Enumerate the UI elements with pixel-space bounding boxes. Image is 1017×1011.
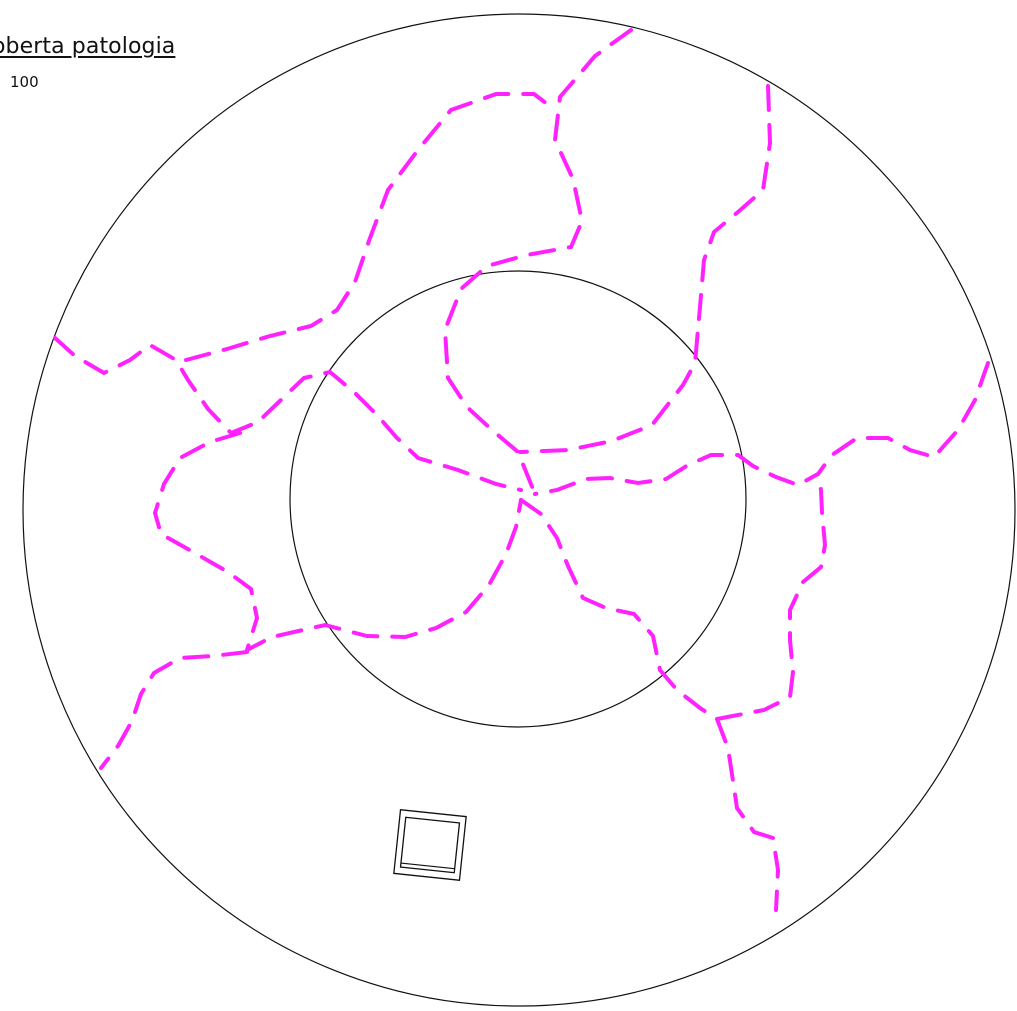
crack-path-5 <box>533 361 990 496</box>
square-drain-inner <box>399 816 461 874</box>
square-drain-icon <box>393 809 467 881</box>
scale-label: 100 <box>10 73 39 91</box>
crack-path-3 <box>53 336 523 492</box>
inner-circle <box>289 270 747 728</box>
crack-path-2 <box>518 84 773 454</box>
square-drain-base <box>400 862 455 870</box>
crack-path-7 <box>519 472 828 722</box>
drawing-title: oberta patologia <box>0 34 176 59</box>
crack-path-6 <box>152 431 523 654</box>
crack-lines <box>53 28 990 912</box>
outer-circle <box>22 13 1016 1007</box>
crack-path-8 <box>99 650 249 770</box>
crack-path-4 <box>184 92 557 362</box>
crack-path-1 <box>442 28 633 496</box>
crack-path-9 <box>715 717 781 912</box>
square-drain-outer <box>393 809 467 881</box>
